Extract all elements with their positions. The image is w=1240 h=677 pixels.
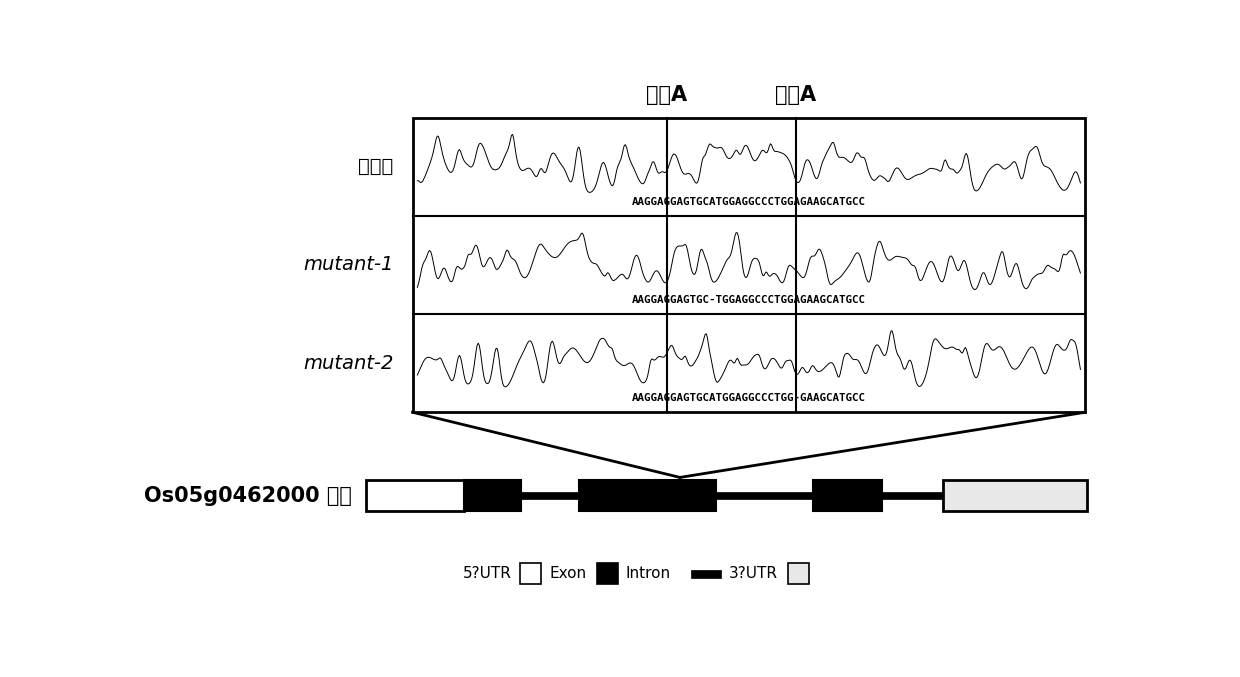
Bar [464,480,521,511]
Bar [521,563,542,584]
Text: 5?UTR: 5?UTR [463,567,511,582]
Text: Os05g0462000 基因: Os05g0462000 基因 [144,485,352,506]
Bar [882,492,944,499]
Text: Intron: Intron [626,567,671,582]
Text: 3?UTR: 3?UTR [729,567,777,582]
Bar [691,570,720,578]
Text: 缺失A: 缺失A [646,85,687,105]
Bar [413,118,1085,412]
Text: mutant-2: mutant-2 [303,353,393,372]
Text: 日本晴: 日本晴 [358,157,393,176]
Text: AAGGAGGAGTGCATGGAGGCCCTGG-GAAGCATGCC: AAGGAGGAGTGCATGGAGGCCCTGG-GAAGCATGCC [632,393,866,403]
Bar [521,492,579,499]
Bar [579,480,715,511]
Text: AAGGAGGAGTGC-TGGAGGCCCTGGAGAAGCATGCC: AAGGAGGAGTGC-TGGAGGCCCTGGAGAAGCATGCC [632,294,866,305]
Bar [789,563,810,584]
Text: mutant-1: mutant-1 [303,255,393,274]
Text: AAGGAGGAGTGCATGGAGGCCCTGGAGAAGCATGCC: AAGGAGGAGTGCATGGAGGCCCTGGAGAAGCATGCC [632,196,866,206]
Bar [367,480,464,511]
Bar [813,480,882,511]
Bar [715,492,813,499]
Text: Exon: Exon [549,567,587,582]
Text: 缺失A: 缺失A [775,85,817,105]
Bar [596,563,619,584]
Bar [944,480,1087,511]
